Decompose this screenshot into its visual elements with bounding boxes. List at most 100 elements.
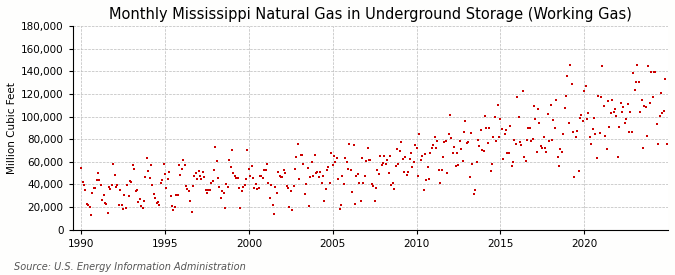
Point — [215, 195, 226, 200]
Point — [646, 70, 657, 74]
Point — [232, 175, 243, 180]
Point — [352, 172, 363, 177]
Point — [418, 187, 429, 192]
Point — [108, 162, 119, 166]
Point — [464, 175, 475, 180]
Point — [404, 156, 415, 161]
Point — [616, 110, 627, 114]
Point — [189, 174, 200, 178]
Point — [302, 166, 313, 170]
Point — [180, 184, 191, 189]
Point — [342, 160, 352, 164]
Point — [146, 163, 157, 167]
Point — [179, 163, 190, 167]
Point — [603, 99, 614, 104]
Point — [182, 187, 193, 191]
Point — [481, 125, 492, 130]
Point — [221, 182, 232, 186]
Point — [138, 199, 149, 203]
Point — [346, 168, 356, 172]
Point — [449, 144, 460, 149]
Point — [624, 130, 634, 134]
Point — [230, 174, 240, 179]
Point — [383, 171, 394, 175]
Point — [501, 127, 512, 132]
Point — [101, 201, 111, 206]
Point — [522, 138, 533, 142]
Point — [513, 115, 524, 119]
Point — [202, 191, 213, 195]
Point — [429, 135, 440, 139]
Point — [313, 175, 324, 180]
Point — [509, 138, 520, 142]
Point — [334, 207, 345, 211]
Point — [634, 110, 645, 115]
Point — [224, 158, 235, 163]
Point — [551, 97, 562, 102]
Point — [368, 184, 379, 188]
Point — [78, 182, 89, 187]
Point — [611, 114, 622, 118]
Point — [107, 183, 117, 188]
Point — [129, 166, 140, 171]
Point — [218, 191, 229, 195]
Point — [271, 191, 282, 195]
Point — [265, 196, 275, 200]
Point — [416, 154, 427, 158]
Point — [408, 160, 419, 164]
Point — [450, 164, 461, 169]
Point — [269, 212, 279, 216]
Point — [367, 182, 377, 186]
Point — [151, 200, 162, 205]
Point — [552, 155, 563, 160]
Point — [270, 185, 281, 189]
Point — [355, 199, 366, 204]
Point — [622, 101, 633, 106]
Point — [499, 132, 510, 136]
Point — [468, 191, 479, 196]
Point — [119, 192, 130, 197]
Point — [236, 189, 247, 194]
Point — [427, 146, 437, 150]
Point — [326, 151, 337, 155]
Point — [246, 164, 257, 168]
Point — [595, 94, 606, 99]
Point — [253, 186, 264, 190]
Point — [608, 109, 619, 114]
Point — [633, 79, 644, 84]
Point — [483, 141, 493, 145]
Point — [358, 181, 369, 185]
Point — [504, 151, 514, 156]
Point — [210, 145, 221, 149]
Point — [637, 145, 648, 150]
Point — [350, 202, 360, 207]
Point — [628, 71, 639, 75]
Point — [137, 205, 148, 210]
Point — [561, 93, 572, 98]
Point — [406, 151, 416, 155]
Point — [364, 157, 375, 162]
Point — [453, 163, 464, 167]
Point — [549, 126, 560, 130]
Point — [583, 110, 594, 115]
Point — [512, 95, 522, 99]
Point — [618, 105, 628, 109]
Point — [316, 181, 327, 185]
Point — [630, 80, 641, 84]
Point — [256, 174, 267, 178]
Point — [381, 162, 392, 167]
Point — [458, 130, 469, 134]
Point — [533, 107, 543, 111]
Point — [629, 87, 640, 92]
Point — [505, 124, 516, 128]
Point — [257, 176, 268, 180]
Point — [298, 162, 308, 167]
Point — [392, 147, 402, 151]
Point — [337, 174, 348, 179]
Point — [194, 174, 205, 178]
Point — [470, 188, 481, 192]
Point — [555, 147, 566, 151]
Point — [489, 115, 500, 120]
Point — [288, 184, 299, 188]
Point — [412, 174, 423, 178]
